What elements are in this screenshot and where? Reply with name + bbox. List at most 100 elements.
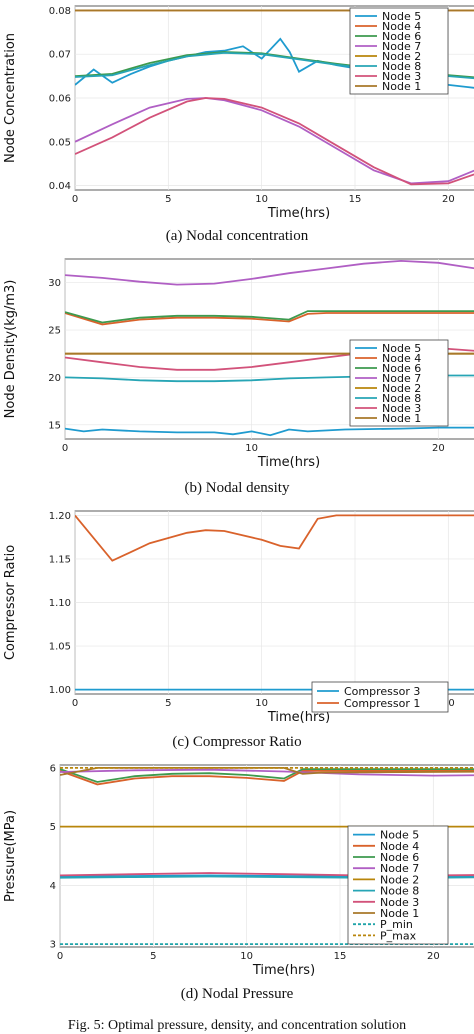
chart-panel-pressure: 0 5 10 15 20 3 4 5 6 Time(hrs) Pressure(MPa) Node 5… bbox=[0, 760, 474, 982]
series-line-node-6 bbox=[60, 768, 474, 783]
y-tick-label: 0.07 bbox=[49, 50, 71, 61]
legend-label: Node 5 bbox=[380, 829, 419, 842]
chart-density: 0 10 20 15 20 25 30 Time(hrs) Node Density(kg/m3… bbox=[3, 258, 474, 470]
y-tick-label: 1.15 bbox=[49, 554, 71, 565]
y-tick-label: 1.20 bbox=[49, 511, 71, 522]
x-tick-label: 0 bbox=[62, 443, 68, 454]
legend-label: Node 2 bbox=[380, 873, 419, 886]
legend-label: P_min bbox=[380, 918, 413, 931]
legend-label: Node 4 bbox=[382, 352, 421, 365]
x-tick-label: 10 bbox=[255, 194, 268, 205]
x-axis-label: Time(hrs) bbox=[267, 710, 330, 725]
y-tick-label: 1.05 bbox=[49, 642, 71, 653]
y-tick-label: 25 bbox=[48, 326, 61, 337]
legend-label: Compressor 3 bbox=[344, 685, 420, 698]
caption-density: (b) Nodal density bbox=[184, 480, 290, 496]
chart-pressure: 0 5 10 15 20 3 4 5 6 Time(hrs) Pressure(MPa) Node 5… bbox=[3, 763, 474, 978]
legend-label: Node 3 bbox=[382, 402, 421, 415]
chart-compressor: 051015201.001.051.101.151.20Time(hrs)Com… bbox=[3, 510, 474, 725]
caption-pressure: (d) Nodal Pressure bbox=[180, 986, 294, 1002]
x-tick-label: 20 bbox=[432, 443, 445, 454]
x-tick-label: 0 bbox=[57, 951, 63, 962]
x-tick-label: 10 bbox=[245, 443, 258, 454]
legend-label: Node 7 bbox=[382, 40, 421, 53]
legend-label: Node 5 bbox=[382, 10, 421, 23]
legend-label: Node 7 bbox=[382, 372, 421, 385]
chart-panel-density: 0 10 20 15 20 25 30 Time(hrs) Node Density(kg/m3… bbox=[0, 254, 474, 476]
legend-label: Node 2 bbox=[382, 382, 421, 395]
y-tick-label: 4 bbox=[50, 881, 56, 892]
y-axis-label: Pressure(MPa) bbox=[3, 810, 18, 902]
x-tick-label: 20 bbox=[427, 951, 440, 962]
x-tick-label: 5 bbox=[150, 951, 156, 962]
x-tick-label: 20 bbox=[442, 194, 455, 205]
x-tick-label: 0 bbox=[72, 194, 78, 205]
y-tick-label: 0.06 bbox=[49, 94, 71, 105]
y-tick-label: 3 bbox=[50, 940, 56, 951]
x-tick-label: 5 bbox=[165, 698, 171, 709]
legend-box bbox=[349, 339, 449, 427]
figure-caption: Fig. 5: Optimal pressure, density, and c… bbox=[67, 1018, 407, 1033]
y-tick-label: 15 bbox=[48, 420, 61, 431]
y-axis-label: Node Density(kg/m3) bbox=[3, 280, 18, 419]
y-tick-label: 0.04 bbox=[49, 181, 71, 192]
series-line-node-7 bbox=[75, 97, 474, 185]
y-axis-label: Compressor Ratio bbox=[3, 545, 18, 660]
caption-compressor: (c) Compressor Ratio bbox=[172, 734, 302, 750]
chart-panel-concentration: 0 5 10 15 20 0.04 0.05 0.06 0.07 0.08 Time(hrs) Nod… bbox=[0, 0, 474, 225]
x-tick-label: 5 bbox=[165, 194, 171, 205]
y-tick-label: 30 bbox=[48, 278, 61, 289]
legend-label: Node 8 bbox=[382, 60, 421, 73]
y-tick-label: 1.00 bbox=[49, 685, 71, 696]
x-tick-label: 0 bbox=[72, 698, 78, 709]
caption-concentration: (a) Nodal concentration bbox=[165, 228, 309, 244]
x-axis-label: Time(hrs) bbox=[267, 206, 330, 221]
series-line-node-3 bbox=[75, 97, 474, 186]
y-axis-label: Node Concentration bbox=[3, 33, 18, 163]
legend-box bbox=[311, 681, 449, 713]
legend-label: Node 1 bbox=[382, 412, 421, 425]
legend-label: Node 6 bbox=[380, 851, 419, 864]
legend-label: Compressor 1 bbox=[344, 697, 420, 710]
legend-label: Node 8 bbox=[382, 392, 421, 405]
series-line-compressor-1 bbox=[75, 514, 474, 562]
legend-label: Node 4 bbox=[380, 840, 419, 853]
x-tick-label: 10 bbox=[240, 951, 253, 962]
x-axis-label: Time(hrs) bbox=[252, 963, 315, 978]
series-line-node-4 bbox=[65, 312, 474, 326]
legend-label: Node 8 bbox=[380, 885, 419, 898]
y-tick-label: 0.08 bbox=[49, 6, 71, 17]
x-tick-label: 15 bbox=[334, 951, 347, 962]
series-line-node-4 bbox=[60, 769, 474, 786]
legend-label: P_max bbox=[380, 929, 417, 942]
y-tick-label: 0.05 bbox=[49, 137, 71, 148]
legend-label: Node 3 bbox=[380, 896, 419, 909]
legend-label: Node 6 bbox=[382, 362, 421, 375]
legend-label: Node 3 bbox=[382, 70, 421, 83]
legend-label: Node 1 bbox=[382, 80, 421, 93]
legend-label: Node 4 bbox=[382, 20, 421, 33]
series-line-node-7 bbox=[60, 768, 474, 777]
series-line-node-6 bbox=[65, 310, 474, 324]
legend-label: Node 1 bbox=[380, 907, 419, 920]
x-tick-label: 15 bbox=[349, 194, 362, 205]
chart-panel-compressor: 051015201.001.051.101.151.20Time(hrs)Com… bbox=[0, 506, 474, 728]
x-axis-label: Time(hrs) bbox=[257, 455, 320, 470]
legend-label: Node 7 bbox=[380, 862, 419, 875]
y-tick-label: 20 bbox=[48, 373, 61, 384]
series-line-node-5 bbox=[65, 426, 474, 437]
legend-box bbox=[349, 7, 449, 95]
y-tick-label: 6 bbox=[50, 763, 56, 774]
chart-concentration: 0 5 10 15 20 0.04 0.05 0.06 0.07 0.08 Time(hrs) Nod… bbox=[3, 5, 474, 221]
legend-label: Node 6 bbox=[382, 30, 421, 43]
y-tick-label: 5 bbox=[50, 822, 56, 833]
series-line-node-7 bbox=[65, 259, 474, 286]
legend-label: Node 5 bbox=[382, 342, 421, 355]
y-tick-label: 1.10 bbox=[49, 598, 71, 609]
legend-label: Node 2 bbox=[382, 50, 421, 63]
x-tick-label: 10 bbox=[255, 698, 268, 709]
